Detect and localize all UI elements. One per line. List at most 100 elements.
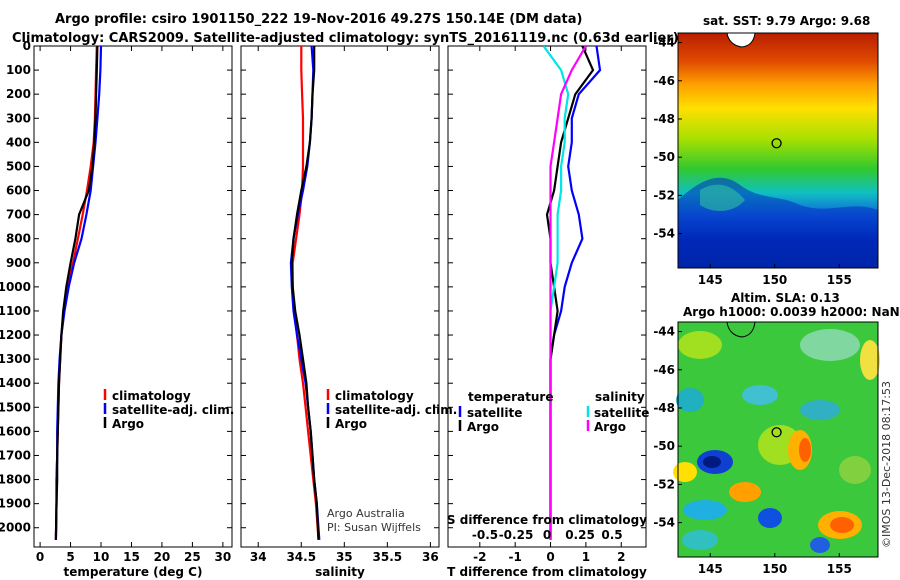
sst-land-tasmania bbox=[726, 32, 756, 48]
salinity-diff-tick-label: -0.25 bbox=[499, 528, 534, 542]
lat-tick-label: -48 bbox=[653, 401, 675, 415]
lat-tick-label: -50 bbox=[653, 150, 675, 164]
depth-tick-label: 1600 bbox=[0, 424, 31, 438]
salinity-diff-axis-label: S difference from climatology bbox=[447, 513, 647, 527]
depth-tick-label: 400 bbox=[6, 135, 31, 149]
x-tick-label: 5 bbox=[66, 550, 74, 564]
legend-label: satellite-adj. clim. bbox=[112, 403, 234, 417]
legend-title-temperature: temperature bbox=[468, 390, 553, 404]
temperature-series-climatology bbox=[54, 46, 98, 540]
depth-tick-label: 1700 bbox=[0, 448, 31, 462]
legend-label: Argo bbox=[112, 417, 144, 431]
depth-tick-label: 600 bbox=[6, 184, 31, 198]
lon-tick-label: 155 bbox=[827, 273, 852, 287]
temperature-plot-frame bbox=[33, 45, 233, 548]
salinity-series-climatology bbox=[291, 46, 320, 540]
legend-label: climatology bbox=[335, 389, 414, 403]
depth-tick-label: 0 bbox=[23, 39, 31, 53]
difference-panel: -2 -1 0 1 2T difference from climatology temp… bbox=[447, 45, 649, 579]
temperature-series-argo bbox=[54, 46, 99, 540]
lon-tick-label: 150 bbox=[762, 273, 787, 287]
lat-tick-label: -54 bbox=[653, 516, 675, 530]
temperature-panel: 0100200300400500600700800900100011001200… bbox=[0, 39, 234, 579]
legend-label: Argo bbox=[467, 420, 499, 434]
sla-land-tasmania bbox=[726, 321, 756, 338]
lat-tick-label: -44 bbox=[653, 325, 675, 339]
sst-map-panel: sat. SST: 9.79 Argo: 9.68 145 150 155 -44 -4… bbox=[653, 14, 879, 287]
x-tick-label: 20 bbox=[154, 550, 171, 564]
lat-tick-label: -54 bbox=[653, 227, 675, 241]
credit-argo-australia: Argo Australia bbox=[327, 507, 405, 520]
salinity-diff-tick-label: 0.5 bbox=[601, 528, 622, 542]
depth-tick-label: 1000 bbox=[0, 280, 31, 294]
lon-tick-label: 150 bbox=[762, 562, 787, 576]
credit-pi: PI: Susan Wijffels bbox=[327, 521, 421, 534]
depth-tick-label: 1800 bbox=[0, 473, 31, 487]
x-tick-label: 34.5 bbox=[286, 550, 316, 564]
x-tick-label: 15 bbox=[123, 550, 140, 564]
temperature-x-axis-label: temperature (deg C) bbox=[64, 565, 203, 579]
x-tick-label: 1 bbox=[582, 550, 590, 564]
legend-label: Argo bbox=[335, 417, 367, 431]
lat-tick-label: -44 bbox=[653, 36, 675, 50]
depth-tick-label: 800 bbox=[6, 232, 31, 246]
x-tick-label: 2 bbox=[617, 550, 625, 564]
difference-series-group bbox=[542, 46, 602, 540]
depth-tick-label: 1900 bbox=[0, 497, 31, 511]
lon-tick-label: 155 bbox=[827, 562, 852, 576]
x-tick-label: 0 bbox=[36, 550, 44, 564]
imos-stamp: ©IMOS 13-Dec-2018 08:17:53 bbox=[880, 381, 893, 548]
salinity-diff-tick-label: 0.25 bbox=[565, 528, 595, 542]
sla-map-subtitle: Argo h1000: 0.0039 h2000: NaN bbox=[683, 305, 900, 319]
sla-map-frame bbox=[677, 321, 879, 558]
lon-tick-label: 145 bbox=[698, 562, 723, 576]
x-tick-label: 25 bbox=[184, 550, 201, 564]
salinity-x-axis-label: salinity bbox=[315, 565, 365, 579]
sla-map-panel: Altim. SLA: 0.13 Argo h1000: 0.0039 h200… bbox=[653, 291, 899, 576]
figure-title-line2: Climatology: CARS2009. Satellite-adjuste… bbox=[12, 31, 679, 46]
x-tick-label: 0 bbox=[546, 550, 554, 564]
depth-tick-label: 1400 bbox=[0, 376, 31, 390]
depth-tick-label: 2000 bbox=[0, 521, 31, 535]
depth-tick-label: 1200 bbox=[0, 328, 31, 342]
depth-tick-label: 500 bbox=[6, 159, 31, 173]
legend-label: satellite-adj. clim. bbox=[335, 403, 457, 417]
depth-tick-label: 100 bbox=[6, 63, 31, 77]
lon-tick-label: 145 bbox=[698, 273, 723, 287]
legend-label: satellite bbox=[594, 406, 649, 420]
sst-argo-location-marker bbox=[771, 138, 782, 149]
lat-tick-label: -52 bbox=[653, 477, 675, 491]
difference-plot-frame bbox=[447, 45, 647, 548]
x-tick-label: 35.5 bbox=[373, 550, 403, 564]
salinity-panel: 34 34.5 35 35.5 36 salinity climatologysatelli… bbox=[240, 45, 457, 579]
x-tick-label: 30 bbox=[215, 550, 232, 564]
x-tick-label: -2 bbox=[473, 550, 486, 564]
depth-tick-label: 700 bbox=[6, 208, 31, 222]
sst-map-frame bbox=[677, 32, 879, 269]
salinity-series-satellite-adj-clim- bbox=[289, 46, 321, 540]
legend-label: climatology bbox=[112, 389, 191, 403]
depth-tick-label: 1500 bbox=[0, 400, 31, 414]
lat-tick-label: -50 bbox=[653, 439, 675, 453]
sla-anomaly-blobs bbox=[673, 329, 880, 553]
legend-label: Argo bbox=[594, 420, 626, 434]
depth-tick-label: 300 bbox=[6, 111, 31, 125]
salinity-series-argo bbox=[290, 46, 320, 540]
legend-title-salinity: salinity bbox=[595, 390, 645, 404]
x-tick-label: 36 bbox=[422, 550, 439, 564]
salinity-diff-tick-label: 0 bbox=[543, 528, 551, 542]
salinity-series-group bbox=[289, 46, 321, 540]
sla-argo-location-marker bbox=[771, 427, 782, 438]
figure-title-line1: Argo profile: csiro 1901150_222 19-Nov-2… bbox=[55, 12, 582, 27]
temperature-series-group bbox=[54, 46, 103, 540]
salinity-diff-tick-label: -0.5 bbox=[472, 528, 498, 542]
difference-x-axis-label: T difference from climatology bbox=[447, 565, 647, 579]
lat-tick-label: -46 bbox=[653, 74, 675, 88]
salinity-plot-frame bbox=[240, 45, 440, 548]
depth-tick-label: 1100 bbox=[0, 304, 31, 318]
depth-tick-label: 200 bbox=[6, 87, 31, 101]
depth-tick-label: 900 bbox=[6, 256, 31, 270]
depth-tick-label: 1300 bbox=[0, 352, 31, 366]
sst-eddy bbox=[700, 184, 745, 212]
